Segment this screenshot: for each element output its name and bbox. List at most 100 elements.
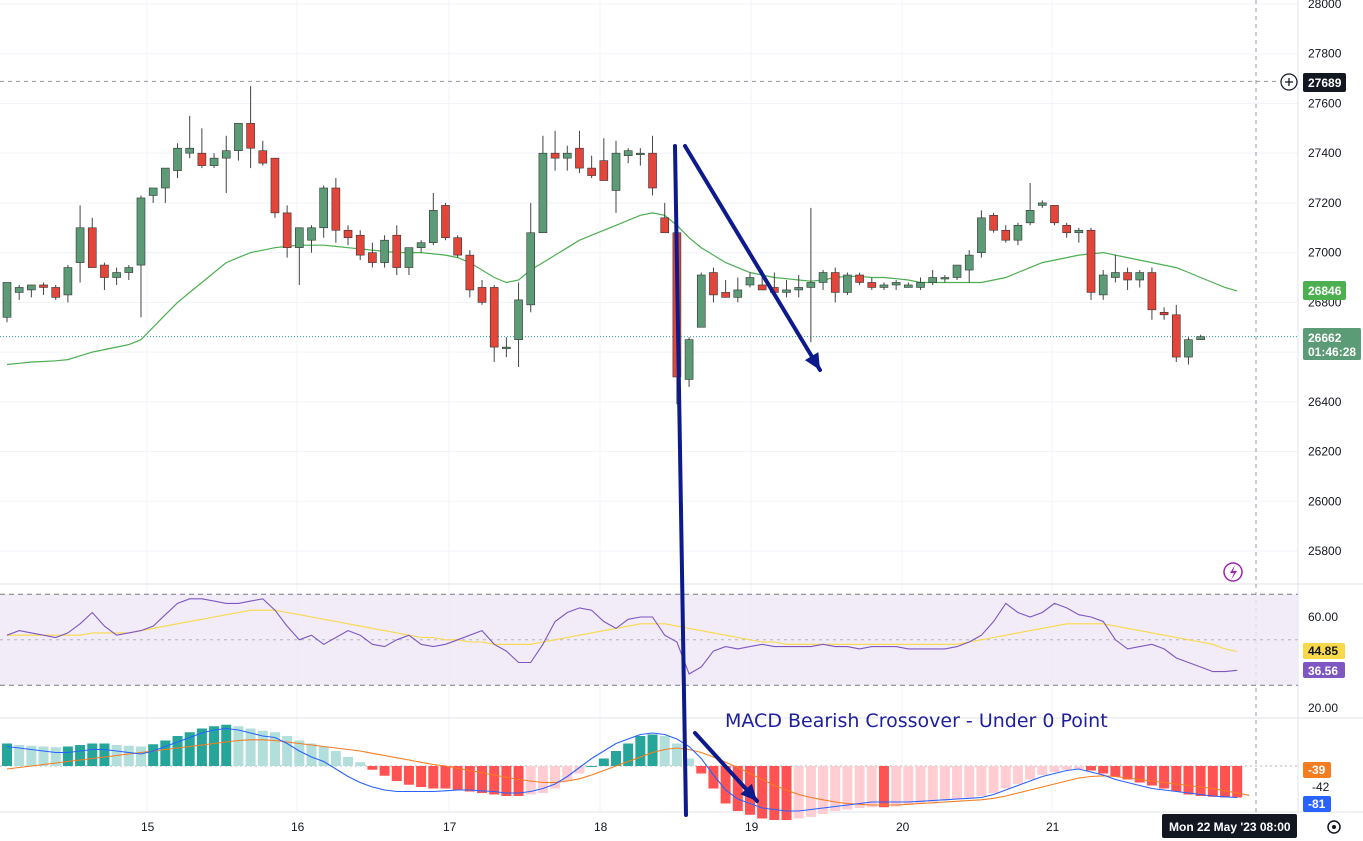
candle (1001, 225, 1011, 243)
candle (27, 284, 36, 298)
candle (87, 217, 97, 268)
time-tick-label: 15 (141, 820, 155, 834)
macd-histogram-bar (269, 732, 280, 766)
candle-body (368, 252, 377, 263)
candle-body (867, 282, 877, 288)
countdown-label: 01:46:28 (1308, 345, 1356, 359)
candle-body (270, 157, 280, 214)
candle (879, 282, 889, 290)
macd-histogram-bar (623, 743, 634, 766)
candle (1159, 307, 1169, 320)
candle-body (891, 282, 901, 286)
candle-body (75, 227, 85, 263)
crosshair-price-label: 27689 (1308, 76, 1342, 90)
candle-body (100, 264, 109, 278)
candle (636, 148, 645, 166)
macd-histogram-bar (160, 740, 171, 766)
candle-body (733, 289, 743, 298)
candle (916, 277, 925, 290)
candle (124, 265, 134, 280)
candle-body (989, 215, 998, 231)
candle-body (185, 147, 194, 154)
candle-body (830, 272, 840, 293)
macd-histogram-bar (586, 766, 597, 767)
candle (441, 202, 450, 241)
candle-body (964, 254, 974, 271)
candle (343, 225, 353, 246)
macd-histogram-bar (635, 736, 646, 766)
macd-histogram-bar (1037, 766, 1048, 775)
macd-histogram-bar (452, 766, 463, 790)
macd-histogram-value: -42 (1312, 780, 1330, 794)
candle (1098, 270, 1108, 300)
candle-body (782, 289, 791, 293)
candle-body (538, 152, 548, 234)
macd-histogram-bar (1159, 766, 1170, 789)
candle-body (709, 272, 718, 296)
time-tick-label: 18 (594, 820, 608, 834)
candle-body (319, 187, 328, 229)
candle-body (428, 210, 438, 243)
candle-body (477, 287, 487, 303)
candle (904, 282, 913, 288)
candle (428, 192, 438, 246)
candle (818, 270, 828, 290)
candle-body (380, 239, 389, 263)
candle-body (1098, 274, 1108, 296)
candle-body (855, 274, 864, 283)
macd-histogram-bar (184, 732, 195, 766)
settings-gear-icon-center (1332, 825, 1336, 829)
candle-body (696, 274, 706, 328)
candle-body (39, 284, 48, 288)
candle (380, 235, 389, 268)
bearish-arrow-price-head (804, 352, 820, 370)
candle-body (63, 267, 73, 296)
candle-body (465, 254, 475, 291)
candle-body (27, 284, 36, 291)
macd-histogram-bar (830, 766, 841, 811)
candle (51, 284, 61, 300)
candle-body (623, 150, 633, 156)
macd-histogram-bar (671, 743, 682, 766)
candle-body (246, 123, 255, 149)
bearish-arrow-price (683, 144, 822, 372)
macd-histogram-bar (537, 766, 548, 793)
candle-body (1086, 229, 1096, 293)
macd-histogram-bar (367, 766, 378, 770)
macd-histogram-bar (99, 743, 110, 766)
macd-line (6, 727, 1238, 812)
macd-histogram-bar (282, 736, 293, 766)
macd-histogram-bar (355, 762, 366, 766)
macd-histogram-bar (501, 766, 512, 796)
macd-histogram-bar (38, 746, 49, 766)
macd-histogram-bar (1232, 766, 1243, 798)
macd-histogram-bar (1098, 766, 1109, 774)
candle-body (1147, 272, 1157, 311)
bearish-arrow-macd-head (740, 783, 757, 801)
candle (623, 148, 633, 164)
macd-histogram-bar (330, 751, 341, 766)
candle-body (757, 284, 767, 291)
candle-body (392, 234, 402, 268)
macd-histogram-bar (233, 726, 244, 766)
candle (1123, 267, 1132, 290)
macd-signal-value: -39 (1308, 763, 1326, 777)
macd-histogram-bar (440, 766, 451, 789)
candle-body (258, 150, 268, 164)
macd-histogram-bar (1000, 766, 1011, 789)
candle-body (1001, 229, 1011, 241)
candle-body (636, 152, 645, 155)
candle (148, 187, 158, 203)
candle (587, 155, 596, 179)
candle-body (209, 157, 219, 166)
macd-histogram-bar (196, 728, 207, 766)
candle (416, 240, 426, 253)
macd-histogram-bar (757, 766, 768, 819)
price-tick-label: 27600 (1308, 96, 1342, 110)
candle (1025, 183, 1035, 226)
vertical-marker-line (673, 144, 688, 817)
candle-body (124, 267, 134, 273)
candle-body (843, 274, 852, 293)
candle-body (404, 247, 414, 268)
